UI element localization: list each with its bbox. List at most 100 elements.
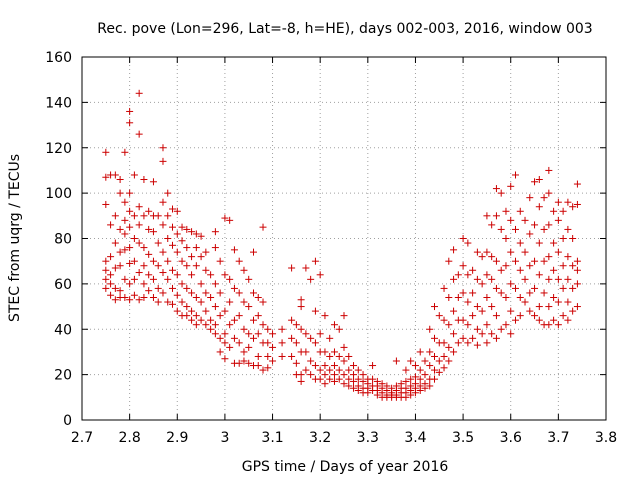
data-point [326, 334, 334, 342]
data-point [559, 312, 567, 320]
data-point [554, 321, 562, 329]
data-point [159, 289, 167, 297]
x-tick-label: 3.2 [309, 430, 331, 446]
data-point [102, 266, 110, 274]
data-point [288, 264, 296, 272]
data-point [473, 248, 481, 256]
data-point [350, 362, 358, 370]
data-point [188, 316, 196, 324]
data-point [335, 375, 343, 383]
data-point [516, 207, 524, 215]
data-point [454, 271, 462, 279]
data-point [330, 371, 338, 379]
data-point [197, 280, 205, 288]
data-point [121, 275, 129, 283]
data-point [330, 377, 338, 385]
data-point [569, 284, 577, 292]
data-point [111, 171, 119, 179]
y-tick-label: 140 [45, 95, 72, 111]
data-point [483, 339, 491, 347]
data-point [426, 325, 434, 333]
data-point [321, 312, 329, 320]
data-point [340, 312, 348, 320]
data-point [169, 223, 177, 231]
data-point [497, 225, 505, 233]
data-point [211, 330, 219, 338]
data-point [183, 244, 191, 252]
data-points [102, 89, 581, 401]
grid-lines [82, 57, 606, 420]
data-point [126, 189, 134, 197]
data-point [483, 321, 491, 329]
data-point [573, 303, 581, 311]
data-point [107, 291, 115, 299]
data-point [173, 307, 181, 315]
data-point [411, 373, 419, 381]
data-point [173, 207, 181, 215]
data-point [259, 298, 267, 306]
axis-ticks: 2.7 2.8 2.9 3 3.1 3.2 3.3 3.4 3.5 3.6 3.7 3.8 0 20 40 6… [45, 50, 617, 446]
data-point [216, 289, 224, 297]
x-tick-label: 2.8 [119, 430, 141, 446]
data-point [345, 382, 353, 390]
data-point [121, 216, 129, 224]
data-point [102, 284, 110, 292]
data-point [235, 257, 243, 265]
data-point [440, 364, 448, 372]
data-point [545, 275, 553, 283]
data-point [297, 296, 305, 304]
data-point [335, 352, 343, 360]
data-point [211, 280, 219, 288]
data-point [531, 221, 539, 229]
data-point [111, 212, 119, 220]
data-point [149, 228, 157, 236]
data-point [207, 316, 215, 324]
data-point [402, 393, 410, 401]
data-point [526, 194, 534, 202]
data-point [254, 293, 262, 301]
data-point [464, 239, 472, 247]
data-point [311, 257, 319, 265]
data-point [116, 189, 124, 197]
data-point [573, 180, 581, 188]
data-point [302, 348, 310, 356]
data-point [564, 253, 572, 261]
data-point [130, 235, 138, 242]
data-point [183, 284, 191, 292]
data-point [259, 366, 267, 374]
y-tick-label: 100 [45, 186, 72, 202]
data-point [507, 248, 515, 256]
data-point [126, 280, 134, 288]
data-point [302, 264, 310, 272]
data-point [554, 198, 562, 206]
data-point [183, 225, 191, 233]
data-point [321, 371, 329, 379]
data-point [573, 200, 581, 208]
data-point [354, 387, 362, 395]
data-point [345, 352, 353, 360]
data-point [307, 275, 315, 283]
data-point [192, 230, 200, 238]
data-point [264, 339, 272, 347]
data-point [140, 176, 148, 184]
data-point [535, 303, 543, 311]
data-point [130, 212, 138, 220]
data-point [521, 216, 529, 224]
data-point [188, 289, 196, 297]
data-point [230, 334, 238, 342]
data-point [540, 289, 548, 297]
data-point [554, 216, 562, 224]
data-point [154, 239, 162, 247]
data-point [183, 303, 191, 311]
data-point [307, 357, 315, 365]
data-point [102, 200, 110, 208]
data-point [135, 239, 143, 247]
data-point [292, 339, 300, 347]
data-point [254, 330, 262, 338]
data-point [516, 312, 524, 320]
data-point [192, 293, 200, 301]
data-point [164, 298, 172, 306]
data-point [297, 325, 305, 333]
data-point [226, 216, 234, 224]
data-point [178, 298, 186, 306]
